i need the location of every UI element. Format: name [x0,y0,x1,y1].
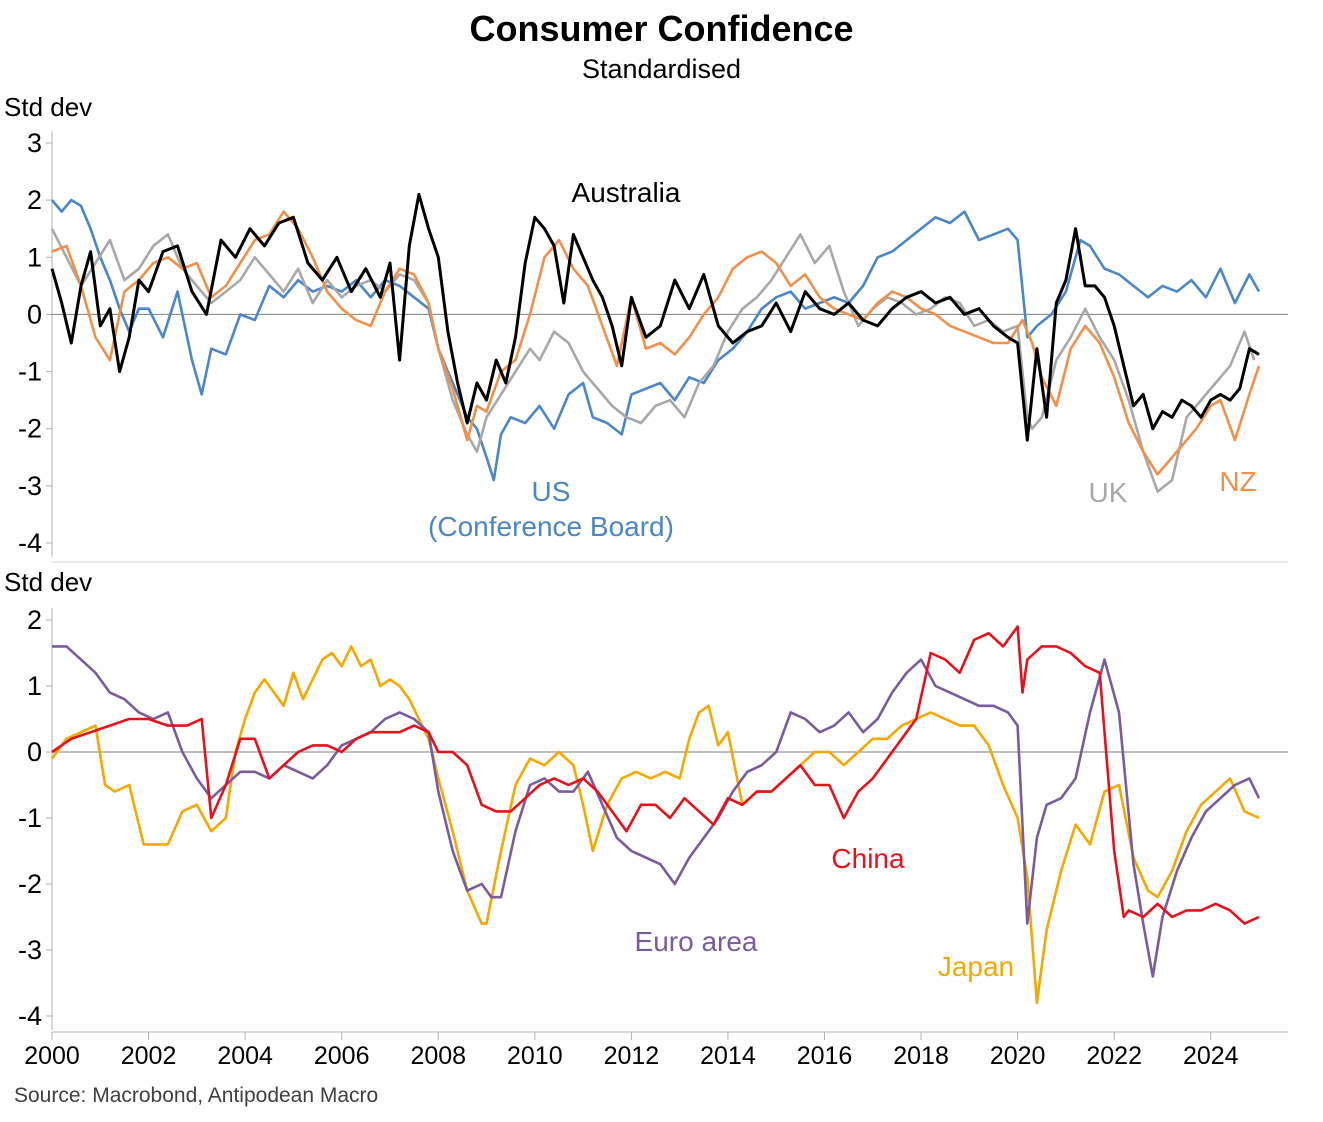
label-china: China [831,843,905,874]
chart-subtitle: Standardised [581,54,742,84]
label-us: US [532,476,571,507]
top-y-tick-label: 3 [27,128,42,158]
x-tick-label: 2016 [797,1042,853,1070]
bottom-y-tick-label: -2 [18,869,42,899]
bottom-panel: Std dev 2 1 0 -1 -2 -3 -4 2000 2002 2004 2006 2008… [4,567,1288,1070]
chart-title: Consumer Confidence [469,8,854,49]
x-tick-label: 2000 [24,1042,80,1070]
top-series-labels: Australia US (Conference Board) UK NZ [428,177,1257,542]
top-y-tick-label: 0 [27,299,42,329]
x-tick-label: 2024 [1183,1042,1239,1070]
label-australia: Australia [572,177,681,208]
label-nz: NZ [1219,466,1256,497]
top-y-axis-label: Std dev [4,92,92,122]
x-tick-label: 2010 [507,1042,563,1070]
top-panel: Std dev 3 2 1 0 -1 -2 -3 -4 Australia US (Confe… [4,92,1288,558]
bottom-y-tick-label: 2 [27,605,42,635]
series-line-uk [50,228,1256,493]
series-line-china [51,625,1260,925]
bottom-y-tick-label: 0 [27,737,42,767]
label-euro-area: Euro area [635,926,758,957]
bottom-series-labels: China Euro area Japan [635,843,1015,982]
source-note: Source: Macrobond, Antipodean Macro [14,1084,379,1107]
bottom-y-tick-label: -3 [18,935,42,965]
top-y-ticks: 3 2 1 0 -1 -2 -3 -4 [18,128,52,558]
x-ticks: 2000 2002 2004 2006 2008 2010 2012 2014 2016 2018… [24,1032,1239,1070]
bottom-y-ticks: 2 1 0 -1 -2 -3 -4 [18,605,52,1031]
bottom-y-axis-label: Std dev [4,567,92,597]
x-tick-label: 2006 [314,1042,370,1070]
bottom-y-tick-label: -4 [18,1001,42,1031]
top-y-tick-label: -4 [18,528,42,558]
top-y-tick-label: -1 [18,357,42,387]
top-series-lines [50,192,1261,493]
series-line-us [51,198,1261,482]
x-tick-label: 2014 [700,1042,756,1070]
x-tick-label: 2018 [893,1042,949,1070]
bottom-y-tick-label: -1 [18,803,42,833]
x-tick-label: 2004 [217,1042,273,1070]
top-y-tick-label: 2 [27,185,42,215]
top-y-tick-label: -3 [18,471,42,501]
bottom-y-tick-label: 1 [27,671,42,701]
x-tick-label: 2022 [1086,1042,1142,1070]
bottom-series-lines [50,625,1261,1005]
top-y-tick-label: 1 [27,242,42,272]
label-japan: Japan [938,951,1014,982]
series-line-australia [50,192,1260,442]
x-tick-label: 2008 [410,1042,466,1070]
x-tick-label: 2020 [990,1042,1046,1070]
x-tick-label: 2002 [121,1042,177,1070]
label-us-conference-board: (Conference Board) [428,511,674,542]
x-tick-label: 2012 [604,1042,660,1070]
series-line-euro [52,645,1261,978]
label-uk: UK [1089,477,1128,508]
top-y-tick-label: -2 [18,414,42,444]
